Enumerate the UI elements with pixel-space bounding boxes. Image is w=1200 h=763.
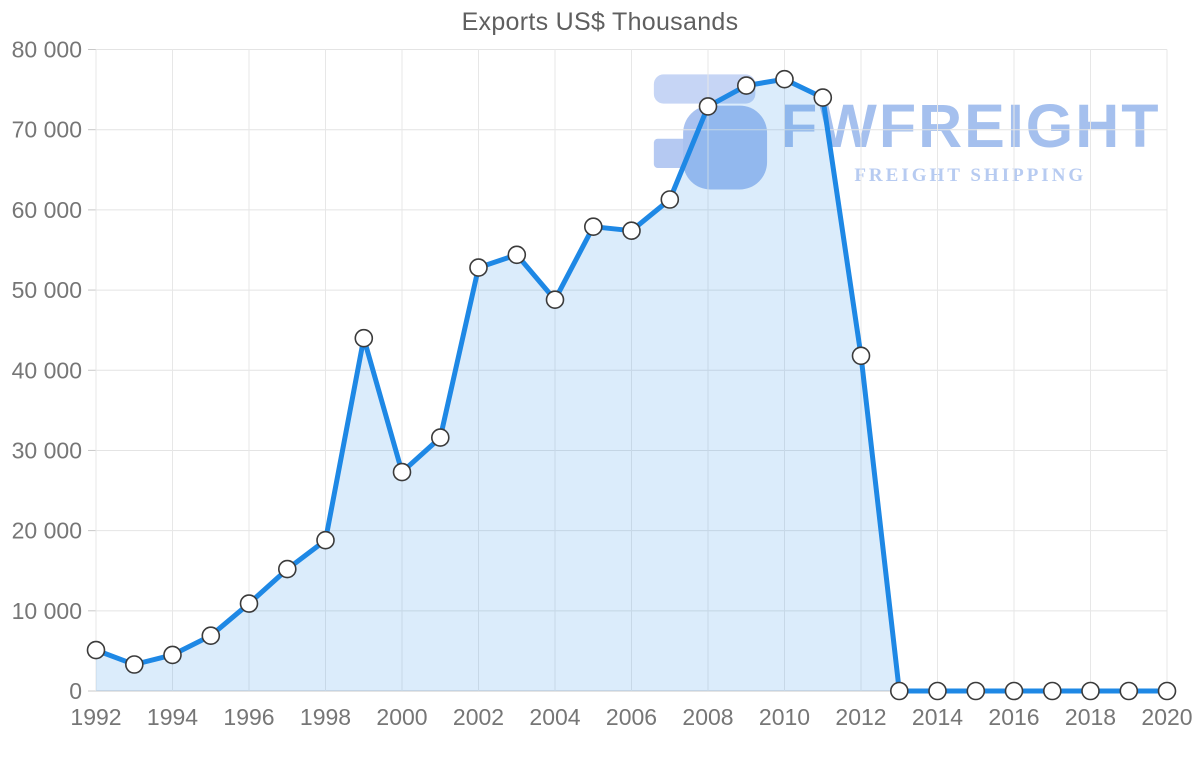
x-tick-label: 2008 xyxy=(682,704,733,730)
data-point[interactable] xyxy=(1119,681,1139,701)
data-point[interactable] xyxy=(966,681,986,701)
data-point[interactable] xyxy=(545,290,565,310)
data-point[interactable] xyxy=(1004,681,1024,701)
x-tick-label: 1998 xyxy=(300,704,351,730)
data-point[interactable] xyxy=(928,681,947,701)
data-point[interactable] xyxy=(851,346,871,366)
data-point[interactable] xyxy=(469,258,488,277)
area-fill xyxy=(96,79,1167,691)
data-point[interactable] xyxy=(736,76,756,95)
data-point[interactable] xyxy=(1043,681,1062,701)
data-point[interactable] xyxy=(201,626,221,646)
data-point[interactable] xyxy=(660,190,680,209)
data-point[interactable] xyxy=(125,655,144,674)
x-tick-label: 2020 xyxy=(1141,704,1192,730)
x-tick-label: 2004 xyxy=(529,704,580,730)
x-tick-label: 2016 xyxy=(988,704,1039,730)
data-point[interactable] xyxy=(1081,681,1100,701)
y-tick-label: 60 000 xyxy=(12,197,82,223)
data-point[interactable] xyxy=(813,88,833,107)
x-tick-label: 2002 xyxy=(453,704,504,730)
data-point[interactable] xyxy=(698,97,718,116)
brand-text-block: FWFREIGHT FREIGHT SHIPPING xyxy=(780,66,1161,187)
data-point[interactable] xyxy=(889,681,909,701)
x-tick-label: 2018 xyxy=(1065,704,1116,730)
data-point[interactable] xyxy=(1157,681,1177,701)
x-tick-label: 1992 xyxy=(70,704,121,730)
y-tick-label: 10 000 xyxy=(12,598,82,624)
y-tick-label: 80 000 xyxy=(12,37,82,63)
data-point[interactable] xyxy=(86,640,106,660)
x-tick-label: 2000 xyxy=(376,704,427,730)
x-tick-label: 2010 xyxy=(759,704,810,730)
data-point[interactable] xyxy=(583,217,603,236)
data-point[interactable] xyxy=(277,559,297,579)
chart-title: Exports US$ Thousands xyxy=(461,8,739,36)
data-point[interactable] xyxy=(239,594,259,613)
y-tick-label: 50 000 xyxy=(12,277,82,303)
x-tick-label: 2012 xyxy=(835,704,886,730)
y-tick-label: 70 000 xyxy=(12,117,82,143)
x-tick-label: 1994 xyxy=(147,704,198,730)
y-tick-label: 0 xyxy=(69,678,82,704)
x-tick-label: 2014 xyxy=(912,704,963,730)
x-tick-label: 2006 xyxy=(606,704,657,730)
data-point[interactable] xyxy=(622,221,641,240)
data-point[interactable] xyxy=(316,530,335,550)
y-tick-label: 20 000 xyxy=(12,518,82,544)
data-point[interactable] xyxy=(354,328,374,348)
brand-name: FWFREIGHT xyxy=(780,92,1161,160)
data-point[interactable] xyxy=(392,462,412,482)
y-tick-label: 40 000 xyxy=(12,357,82,383)
data-point[interactable] xyxy=(775,69,794,89)
logo-body xyxy=(683,105,768,190)
data-point[interactable] xyxy=(163,645,182,665)
x-tick-label: 1996 xyxy=(223,704,274,730)
y-tick-label: 30 000 xyxy=(12,437,82,463)
data-point[interactable] xyxy=(430,428,450,447)
brand-tagline: FREIGHT SHIPPING xyxy=(854,165,1087,186)
data-point[interactable] xyxy=(507,245,527,265)
